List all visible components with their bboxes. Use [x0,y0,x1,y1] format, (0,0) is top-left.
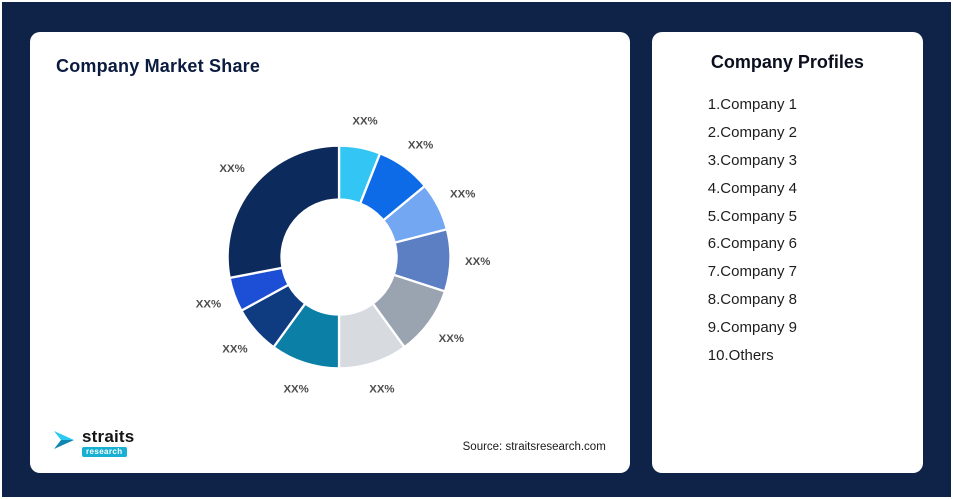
segment-label: XX% [196,299,221,311]
segment-label: XX% [450,189,475,201]
logo-main-text: straits [82,427,135,446]
profiles-list: 1.Company 1 2.Company 2 3.Company 3 4.Co… [670,91,905,370]
profile-item: 6.Company 6 [707,235,798,253]
profile-item: 7.Company 7 [707,263,798,281]
profile-item: 3.Company 3 [707,151,798,169]
straits-logo-text: straits research [82,428,134,457]
profile-item: 2.Company 2 [707,123,798,141]
donut-chart-area: XX% XX% XX% XX% XX% XX% XX% XX% XX% XX% [56,77,604,437]
profile-item: 9.Company 9 [707,319,798,337]
segment-label: XX% [465,256,490,268]
company-profiles-card: Company Profiles 1.Company 1 2.Company 2… [651,32,923,473]
donut-segment [226,144,341,280]
source-text: Source: straitsresearch.com [462,441,606,453]
straits-logo: straits research [52,428,134,457]
logo-sub-text: research [82,447,127,457]
profile-item: 1.Company 1 [707,96,798,113]
profile-item: 10.Others [707,347,774,365]
profiles-title: Company Profiles [710,52,864,72]
profile-item: 5.Company 5 [707,207,798,225]
segment-label: XX% [222,343,247,355]
segment-label: XX% [439,333,464,345]
straits-logo-icon [52,428,76,457]
chart-title: Company Market Share [56,56,261,76]
segment-label: XX% [219,163,244,175]
market-share-card: Company Market Share XX% XX% XX% XX% XX% XX% X… [30,32,630,473]
profile-item: 8.Company 8 [707,291,798,309]
segment-label: XX% [352,115,377,127]
segment-label: XX% [283,384,308,396]
profile-item: 4.Company 4 [707,179,798,197]
donut-chart: XX% XX% XX% XX% XX% XX% XX% XX% XX% XX% [196,115,491,396]
segment-label: XX% [408,139,433,151]
segment-label: XX% [369,384,394,396]
